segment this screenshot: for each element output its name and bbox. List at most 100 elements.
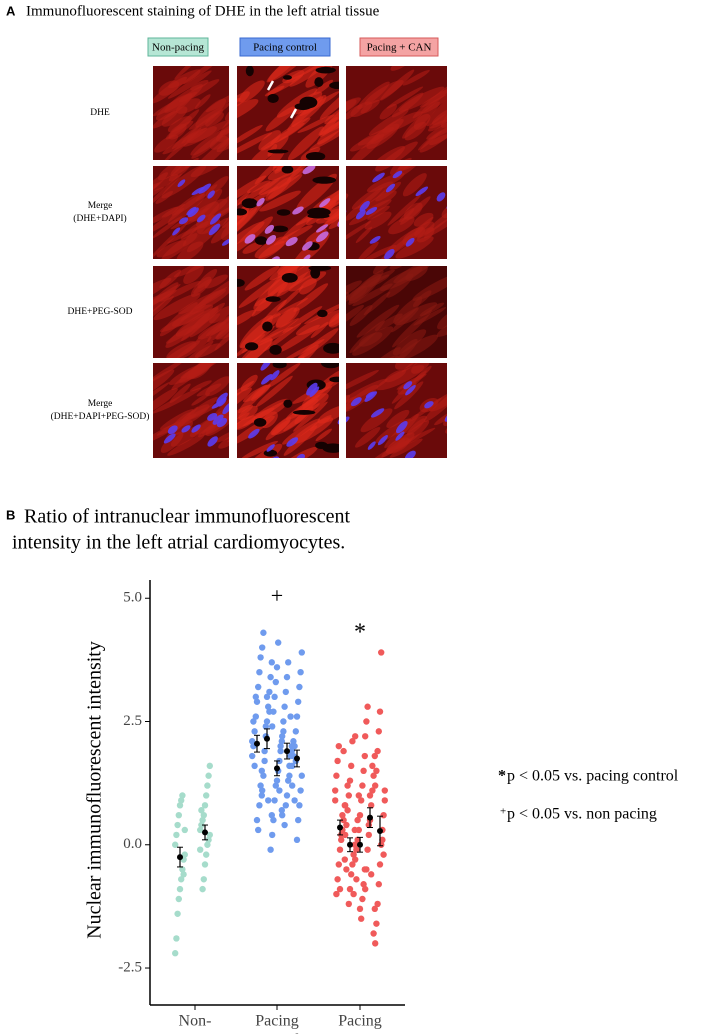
data-point [263,718,271,725]
data-point [281,821,288,829]
data-point [199,885,206,893]
fiber [293,283,329,312]
fiber [402,69,430,86]
fiber [237,190,251,215]
fiber [390,66,417,71]
fiber [398,334,439,358]
data-point [372,782,379,789]
data-point [291,797,298,804]
fiber [161,233,198,259]
fiber [153,384,154,405]
nucleus [217,397,227,407]
nucleus [207,436,218,447]
fiber [318,116,338,136]
nucleus [377,435,388,446]
data-point [360,767,367,775]
data-point [271,797,278,804]
fiber [173,266,212,278]
mean-point [254,740,260,747]
data-point [353,846,360,853]
data-point [175,811,182,819]
fiber [174,66,203,80]
data-point [267,673,274,681]
fiber [166,341,197,358]
dark-gap [267,93,279,103]
dark-gap [292,410,316,415]
dark-gap [294,102,312,111]
fiber [214,315,229,351]
data-point [268,659,275,666]
nucleus [167,425,178,435]
data-point [273,664,281,671]
micrograph-content [237,66,339,160]
fiber [153,173,183,208]
data-point [272,782,279,789]
nucleus [172,227,181,236]
micrograph [237,166,339,259]
micrograph-content [346,266,447,358]
data-point [280,728,287,735]
chart-title: intensity in the left atrial cardiomyocy… [12,532,345,554]
data-point [256,668,263,676]
fiber [153,76,188,104]
micrograph-content [346,166,447,259]
data-point [340,747,347,755]
fiber [204,274,228,289]
nucleus [209,213,222,225]
fiber [153,369,175,400]
panel-label: B [6,507,15,522]
data-point [273,777,281,784]
fiber [372,266,398,275]
data-point [334,757,341,765]
fiber [364,211,392,230]
fiber [412,273,447,301]
row-label: DHE [90,108,110,118]
fiber [392,329,427,356]
data-point [279,811,286,819]
data-point [364,846,371,853]
fiber [357,241,379,259]
dark-gap [323,342,339,354]
fiber [260,122,305,150]
data-point [298,649,305,656]
data-point [198,821,205,829]
data-point [342,831,349,839]
nucleus [302,166,316,175]
dark-gap [245,66,254,77]
fiber [413,212,434,227]
mean-point [274,765,280,772]
fiber [264,85,285,97]
data-point [174,821,181,829]
x-tick-label: +CAN [339,1032,382,1034]
dark-gap [320,363,339,369]
fiber [266,363,301,389]
micrograph [153,166,229,259]
data-point [296,802,303,809]
data-point [270,708,277,715]
data-point [206,831,213,839]
fiber [277,266,303,275]
data-point [289,762,296,770]
x-tick-label: Pacing [338,1013,382,1030]
data-point [267,846,274,853]
fiber [153,172,169,196]
data-point [371,752,378,760]
data-point [374,900,381,908]
data-point [365,831,372,839]
row-label: (DHE+DAPI) [73,213,126,224]
data-point [172,841,179,848]
data-point [354,816,361,824]
data-point [353,876,360,883]
data-point [251,762,258,770]
data-point [278,807,285,814]
data-point [340,816,347,824]
data-point [283,792,291,799]
fiber [214,385,229,416]
arrow [289,108,298,119]
nucleus [302,241,313,251]
data-point [280,718,287,725]
dark-gap [329,376,339,383]
data-point [203,792,210,799]
column-header-box [147,37,209,57]
data-point [373,920,380,927]
